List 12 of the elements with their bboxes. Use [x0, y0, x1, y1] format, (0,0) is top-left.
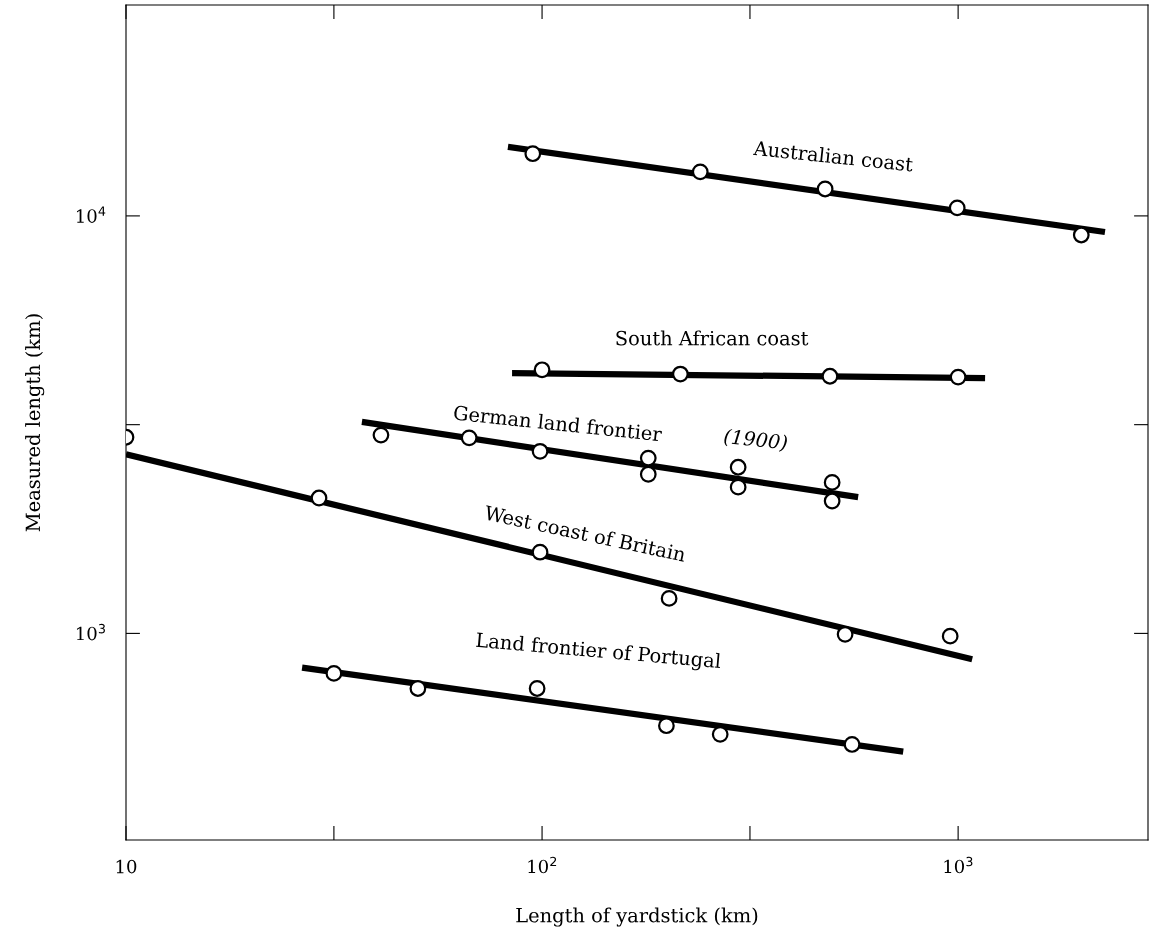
annotation: South African coast [616, 330, 809, 346]
x-tick-label: 10$^{2}$ [528, 856, 557, 874]
y-axis-title: Measured length (km) [25, 314, 45, 532]
x-axis-title: Length of yardstick (km) [516, 907, 758, 927]
x-tick-label: 10 [116, 859, 137, 874]
annotation: German land frontier [453, 404, 663, 442]
y-tick-label: 10$^{4}$ [76, 206, 106, 223]
x-tick-label: 10$^{3}$ [944, 856, 973, 874]
annotation: (1900) [723, 428, 788, 453]
annotation: Australian coast [752, 140, 914, 172]
annotation: West coast of Britain [483, 504, 687, 562]
annotation: Land frontier of Portugal [475, 631, 722, 673]
